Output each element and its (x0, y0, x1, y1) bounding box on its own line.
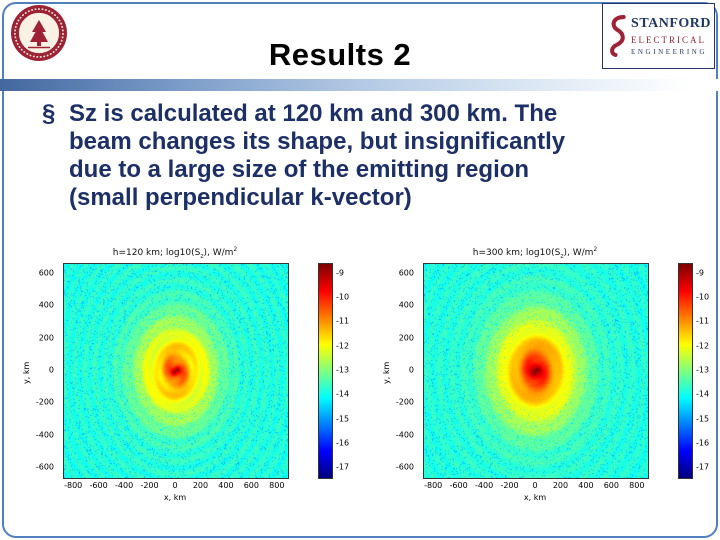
x-tick-label: 600 (243, 481, 259, 490)
colorbar-tick-label: -16 (336, 438, 350, 448)
colorbar-tick-label: -10 (336, 292, 350, 302)
logo-engineering-text: ENGINEERING (631, 48, 708, 56)
x-tick-label: 600 (603, 481, 619, 490)
x-axis-label: x, km (163, 493, 187, 502)
body-line: (small perpendicular k-vector) (69, 184, 412, 211)
colorbar-tick-label: -12 (336, 341, 350, 351)
x-tick-label: -200 (140, 481, 159, 490)
colorbar-tick-label: -14 (696, 389, 710, 399)
y-tick-label: 200 (398, 333, 414, 343)
x-tick-label: -400 (475, 481, 494, 490)
body-line: beam changes its shape, but insignifican… (69, 128, 566, 155)
x-tick-label: 400 (578, 481, 594, 490)
university-seal-icon (11, 5, 67, 61)
x-tick-label: -800 (64, 481, 83, 490)
figure-sz-300km: h=300 km; log10(Sz), W/m2 y, km 600 400 20… (372, 240, 720, 510)
figure-sz-120km: h=120 km; log10(Sz), W/m2 y, km 600 400 20… (12, 240, 360, 510)
x-tick-label: 800 (629, 481, 645, 490)
colorbar-tick-label: -12 (696, 341, 710, 351)
x-tick-label: 200 (192, 481, 209, 490)
header-divider-bar (0, 79, 720, 91)
x-tick-label: 0 (532, 481, 538, 490)
colorbar-tick-label: -17 (696, 462, 710, 472)
colorbar-tick-label: -17 (336, 462, 350, 472)
colorbar-tick-label: -15 (696, 414, 710, 424)
logo-electrical-text: ELECTRICAL (631, 35, 707, 45)
colorbar-ticks: -9 -10 -11 -12 -13 -14 -15 -16 -17 (696, 263, 720, 477)
x-axis-label: x, km (523, 493, 547, 502)
bullet-paragraph: § Sz is calculated at 120 km and 300 km.… (42, 100, 565, 212)
y-tick-label: -600 (395, 462, 414, 472)
x-tick-label: -600 (449, 481, 468, 490)
y-tick-label: 400 (38, 300, 54, 310)
x-tick-label: 400 (218, 481, 234, 490)
y-tick-label: -400 (35, 430, 54, 440)
colorbar-gradient (678, 263, 693, 479)
heatmap-canvas (423, 263, 649, 479)
y-tick-label: 600 (38, 268, 54, 278)
y-tick-label: 200 (38, 333, 54, 343)
y-tick-label: 400 (398, 300, 414, 310)
x-tick-label: -600 (89, 481, 108, 490)
x-tick-label: -200 (500, 481, 519, 490)
x-tick-label: 0 (172, 481, 178, 490)
y-tick-label: 0 (408, 365, 414, 375)
heatmap-canvas (63, 263, 289, 479)
slide-title: Results 2 (268, 36, 412, 72)
slide-header: Results 2 STANFORD ELECTRICAL ENGINEERIN… (0, 0, 720, 78)
colorbar-tick-label: -9 (336, 268, 344, 278)
colorbar-tick-label: -16 (696, 438, 710, 448)
colorbar-tick-label: -13 (696, 365, 710, 375)
logo-stanford-text: STANFORD (631, 16, 711, 31)
colorbar-tick-label: -13 (336, 365, 350, 375)
x-axis-ticks: -800 -600 -400 -200 0 200 400 600 800 (63, 481, 287, 491)
stanford-s-icon (610, 15, 626, 57)
plot-title: h=300 km; log10(Sz), W/m2 (472, 246, 598, 260)
colorbar-tick-label: -10 (696, 292, 710, 302)
body-lines: Sz is calculated at 120 km and 300 km. T… (69, 100, 565, 212)
colorbar-tick-label: -9 (696, 268, 704, 278)
x-tick-label: -800 (424, 481, 443, 490)
x-axis-ticks: -800 -600 -400 -200 0 200 400 600 800 (423, 481, 647, 491)
x-tick-label: 800 (269, 481, 285, 490)
colorbar-tick-label: -11 (336, 316, 350, 326)
plot-title: h=120 km; log10(Sz), W/m2 (112, 246, 238, 260)
y-tick-label: 0 (48, 365, 54, 375)
colorbar-ticks: -9 -10 -11 -12 -13 -14 -15 -16 -17 (336, 263, 362, 477)
x-tick-label: -400 (115, 481, 134, 490)
x-tick-label: 200 (552, 481, 569, 490)
y-tick-label: 600 (398, 268, 414, 278)
colorbar-gradient (318, 263, 333, 479)
colorbar-tick-label: -14 (336, 389, 350, 399)
body-line: Sz is calculated at 120 km and 300 km. T… (69, 100, 558, 127)
y-tick-label: -200 (35, 397, 54, 407)
colorbar-tick-label: -11 (696, 316, 710, 326)
body-line: due to a large size of the emitting regi… (69, 156, 530, 183)
y-tick-label: -400 (395, 430, 414, 440)
stanford-ee-logo: STANFORD ELECTRICAL ENGINEERING (602, 3, 715, 69)
y-axis-ticks: 600 400 200 0 -200 -400 -600 (372, 263, 419, 477)
y-tick-label: -200 (395, 397, 414, 407)
y-tick-label: -600 (35, 462, 54, 472)
stanford-ee-logo-text: STANFORD ELECTRICAL ENGINEERING (631, 16, 711, 56)
y-axis-ticks: 600 400 200 0 -200 -400 -600 (12, 263, 59, 477)
colorbar-tick-label: -15 (336, 414, 350, 424)
bullet-marker: § (42, 100, 56, 127)
